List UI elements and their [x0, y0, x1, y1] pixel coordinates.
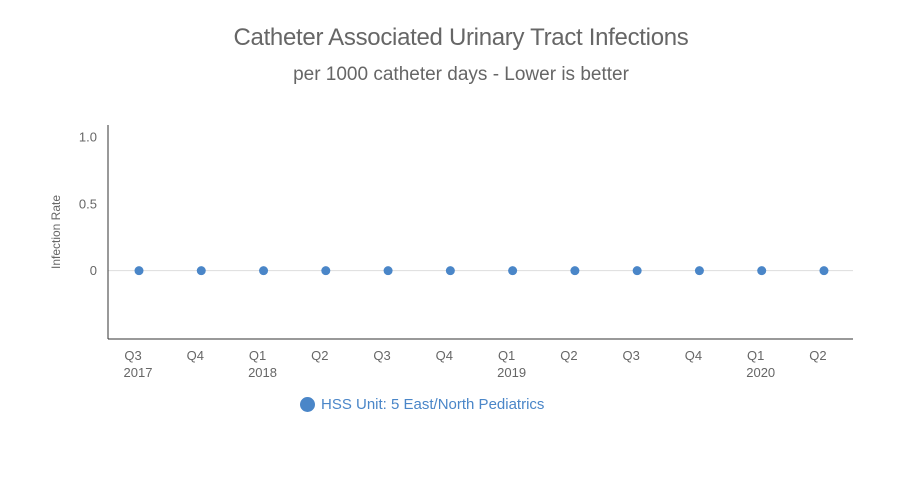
data-point[interactable]: [321, 266, 331, 276]
data-point[interactable]: [445, 266, 455, 276]
y-tick-label: 1.0: [79, 130, 97, 145]
x-tick-label-quarter: Q2: [809, 348, 826, 363]
legend-swatch-icon: [300, 397, 315, 412]
legend-label: HSS Unit: 5 East/North Pediatrics: [321, 396, 545, 413]
x-tick-label-quarter: Q3: [124, 348, 141, 363]
x-tick-label-quarter: Q1: [747, 348, 764, 363]
chart-title: Catheter Associated Urinary Tract Infect…: [233, 24, 689, 51]
data-point[interactable]: [196, 266, 206, 276]
data-point[interactable]: [383, 266, 393, 276]
x-tick-label-quarter: Q1: [498, 348, 515, 363]
x-tick-label-quarter: Q4: [685, 348, 702, 363]
x-tick-label-year: 2018: [248, 365, 277, 380]
chart-subtitle: per 1000 catheter days - Lower is better: [293, 64, 629, 85]
y-tick-labels: 1.0 0.5 0: [79, 130, 97, 279]
data-point[interactable]: [819, 266, 829, 276]
y-tick-label: 0.5: [79, 196, 97, 211]
data-point[interactable]: [508, 266, 518, 276]
y-tick-label: 0: [90, 263, 97, 278]
x-tick-label-quarter: Q4: [187, 348, 204, 363]
legend[interactable]: HSS Unit: 5 East/North Pediatrics: [300, 396, 544, 413]
data-point[interactable]: [632, 266, 642, 276]
data-point[interactable]: [694, 266, 704, 276]
x-tick-label-quarter: Q3: [373, 348, 390, 363]
x-tick-label-year: 2019: [497, 365, 526, 380]
data-point[interactable]: [570, 266, 580, 276]
x-tick-label-quarter: Q2: [311, 348, 328, 363]
x-tick-label-quarter: Q2: [560, 348, 577, 363]
y-axis-title: Infection Rate: [49, 195, 63, 269]
x-tick-label-quarter: Q3: [622, 348, 639, 363]
data-point[interactable]: [757, 266, 767, 276]
x-tick-label-year: 2017: [124, 365, 153, 380]
data-point[interactable]: [134, 266, 144, 276]
x-tick-labels: Q3 2017 Q4 Q1 2018 Q2 Q3 Q4 Q1 2019 Q2 Q3 Q4 Q1 2020 Q2: [124, 348, 827, 380]
axes: [107, 125, 853, 340]
x-tick-label-quarter: Q1: [249, 348, 266, 363]
x-tick-label-year: 2020: [746, 365, 775, 380]
data-points: [134, 266, 829, 276]
data-point[interactable]: [259, 266, 269, 276]
x-tick-label-quarter: Q4: [436, 348, 453, 363]
